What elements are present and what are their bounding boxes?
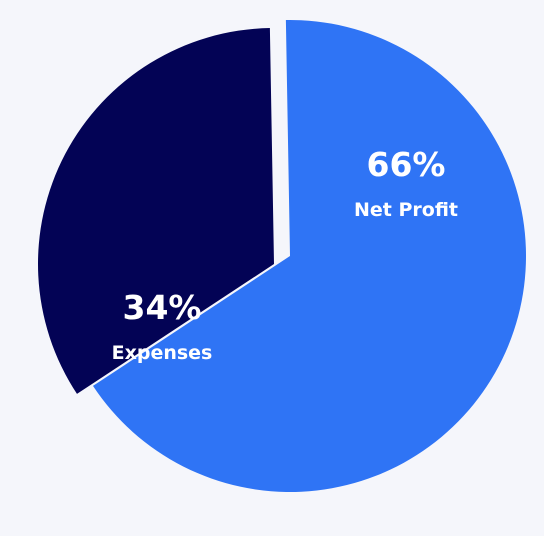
expenses-percent-label: 34% — [123, 288, 202, 327]
slice-net-profit — [92, 20, 527, 492]
slice-expenses — [37, 28, 274, 394]
net-profit-name-label: Net Profit — [354, 199, 458, 221]
expenses-name-label: Expenses — [112, 342, 213, 364]
net-profit-percent-label: 66% — [367, 145, 446, 184]
